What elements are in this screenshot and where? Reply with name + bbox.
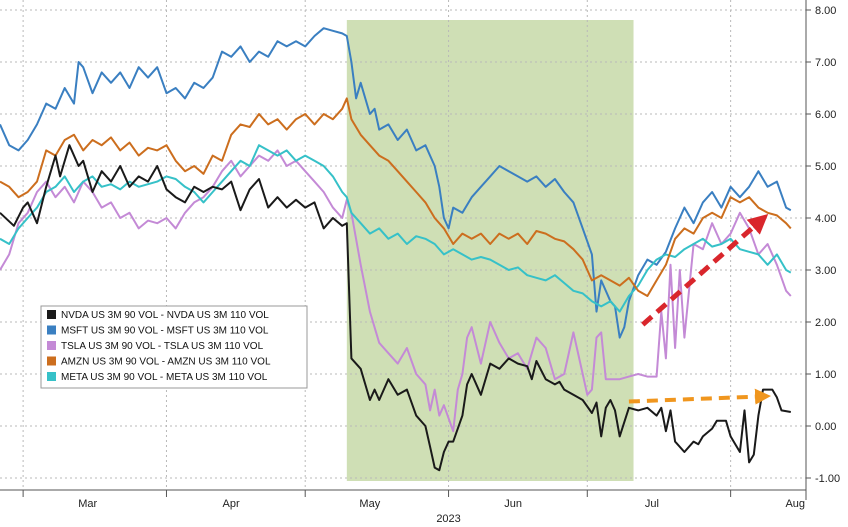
y-tick-label: 1.00 xyxy=(815,369,836,381)
y-tick-label: 5.00 xyxy=(815,161,836,173)
orange-trend-arrow xyxy=(628,388,771,405)
legend-label: MSFT US 3M 90 VOL - MSFT US 3M 110 VOL xyxy=(61,326,269,337)
x-tick-label: Apr xyxy=(223,498,240,510)
y-tick-label: 4.00 xyxy=(815,213,836,225)
x-tick-label: Jul xyxy=(645,498,659,510)
legend: NVDA US 3M 90 VOL - NVDA US 3M 110 VOL MS… xyxy=(40,305,308,389)
x-axis-year-label: 2023 xyxy=(436,513,460,525)
legend-swatch xyxy=(47,325,56,335)
x-tick-label: Jun xyxy=(504,498,522,510)
legend-swatch xyxy=(47,341,56,350)
gridlines xyxy=(0,0,806,490)
y-tick-label: -1.00 xyxy=(815,473,840,485)
x-tick-label: May xyxy=(359,498,380,510)
y-tick-label: 2.00 xyxy=(815,317,836,329)
y-tick-label: 7.00 xyxy=(815,57,836,69)
series-line-nvda xyxy=(0,144,791,472)
series-line-meta xyxy=(0,144,792,313)
legend-swatch xyxy=(47,310,56,319)
legend-label: NVDA US 3M 90 VOL - NVDA US 3M 110 VOL xyxy=(61,310,269,321)
legend-label: AMZN US 3M 90 VOL - AMZN US 3M 110 VOL xyxy=(61,357,271,368)
y-tick-label: 0.00 xyxy=(815,421,836,433)
legend-label: META US 3M 90 VOL - META US 3M 110 VOL xyxy=(61,372,268,383)
legend-box xyxy=(40,305,308,389)
series-line-amzn xyxy=(0,97,792,297)
x-axis-ticks: Mar Apr May Jun Jul Aug xyxy=(0,489,806,510)
y-tick-label: 3.00 xyxy=(815,265,836,277)
legend-swatch xyxy=(47,372,56,381)
y-tick-label: 6.00 xyxy=(815,109,836,121)
x-tick-label: Mar xyxy=(78,498,97,510)
red-trend-arrow xyxy=(641,213,769,327)
y-axis-ticks: 8.00 7.00 6.00 5.00 4.00 3.00 2.00 1.00 0.00 -1.0… xyxy=(806,5,840,485)
series-line-tsla xyxy=(0,149,792,433)
legend-label: TSLA US 3M 90 VOL - TSLA US 3M 110 VOL xyxy=(61,341,264,352)
series-lines xyxy=(0,27,792,472)
annotation-arrows xyxy=(628,213,771,405)
x-tick-label: Aug xyxy=(785,498,805,510)
y-tick-label: 8.00 xyxy=(815,5,836,17)
legend-swatch xyxy=(47,356,56,366)
series-line-msft xyxy=(0,27,792,339)
